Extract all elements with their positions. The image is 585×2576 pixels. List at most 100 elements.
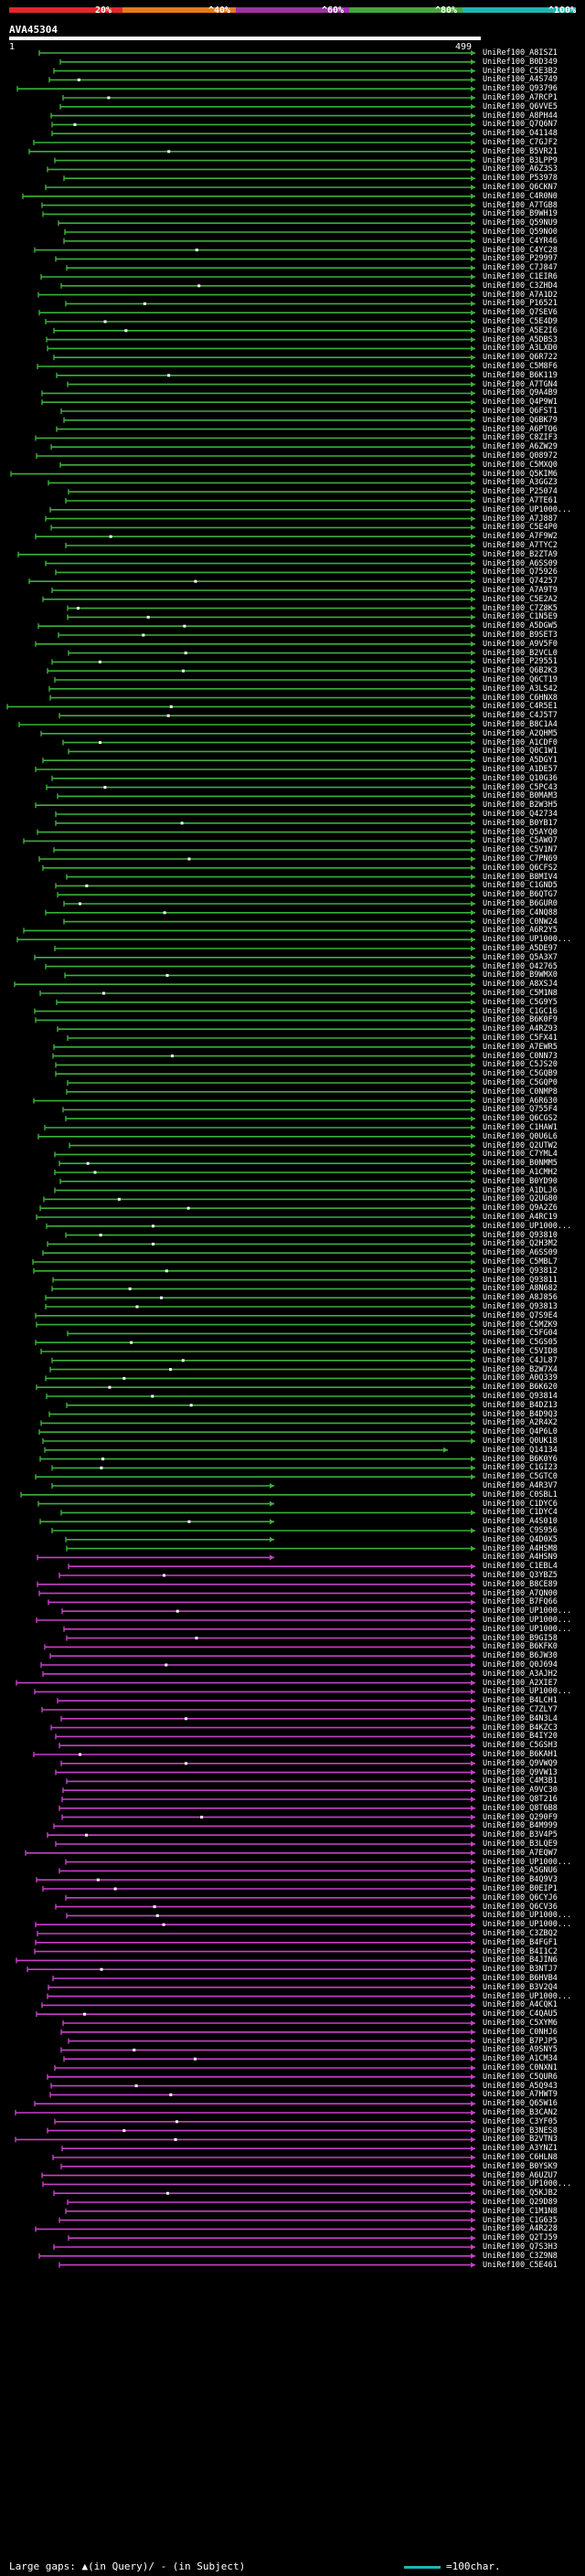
hit-label[interactable]: UniRef100_UP1000... xyxy=(483,1687,572,1697)
hit-label[interactable]: UniRef100_B4M999 xyxy=(483,1821,558,1831)
hit-label[interactable]: UniRef100_Q9VWQ9 xyxy=(483,1758,558,1768)
hit-label[interactable]: UniRef100_A6UZU7 xyxy=(483,2170,558,2180)
hit-label[interactable]: UniRef100_B3V2Q4 xyxy=(483,1982,558,1992)
hit-label[interactable]: UniRef100_A4R228 xyxy=(483,2224,558,2234)
hit-label[interactable]: UniRef100_A6PTO6 xyxy=(483,424,558,434)
hit-label[interactable]: UniRef100_A3LS42 xyxy=(483,684,558,694)
hit-label[interactable]: UniRef100_B9WMX0 xyxy=(483,970,558,981)
hit-label[interactable]: UniRef100_Q93810 xyxy=(483,1230,558,1240)
hit-label[interactable]: UniRef100_UP1000... xyxy=(483,1991,572,2001)
hit-label[interactable]: UniRef100_UP1000... xyxy=(483,935,572,945)
hit-label[interactable]: UniRef100_C5MBL7 xyxy=(483,1257,558,1267)
hit-label[interactable]: UniRef100_A7RCP1 xyxy=(483,93,558,102)
hit-label[interactable]: UniRef100_C7Z8K5 xyxy=(483,603,558,613)
hit-label[interactable]: UniRef100_A4RZ93 xyxy=(483,1024,558,1034)
hit-label[interactable]: UniRef100_B2ZTA9 xyxy=(483,549,558,559)
hit-label[interactable]: UniRef100_Q7S9E4 xyxy=(483,1310,558,1320)
hit-label[interactable]: UniRef100_B0EIP1 xyxy=(483,1884,558,1893)
hit-label[interactable]: UniRef100_Q9A2Z6 xyxy=(483,1203,558,1214)
hit-label[interactable]: UniRef100_B6KAH1 xyxy=(483,1750,558,1759)
hit-label[interactable]: UniRef100_A4HSN9 xyxy=(483,1553,558,1563)
hit-label[interactable]: UniRef100_A0Q339 xyxy=(483,1373,558,1383)
hit-label[interactable]: UniRef100_P29997 xyxy=(483,254,558,264)
hit-label[interactable]: UniRef100_B6KFK0 xyxy=(483,1642,558,1652)
hit-label[interactable]: UniRef100_B3NES8 xyxy=(483,2125,558,2136)
hit-label[interactable]: UniRef100_B7FQ66 xyxy=(483,1597,558,1607)
hit-label[interactable]: UniRef100_A7HWT9 xyxy=(483,2090,558,2100)
hit-label[interactable]: UniRef100_C1EBL4 xyxy=(483,1562,558,1572)
hit-label[interactable]: UniRef100_A7J887 xyxy=(483,514,558,524)
hit-label[interactable]: UniRef100_C4JL87 xyxy=(483,1355,558,1365)
hit-label[interactable]: UniRef100_Q0J694 xyxy=(483,1660,558,1670)
hit-label[interactable]: UniRef100_Q290F9 xyxy=(483,1812,558,1822)
hit-label[interactable]: UniRef100_B0YSK9 xyxy=(483,2161,558,2171)
hit-label[interactable]: UniRef100_A9VC30 xyxy=(483,1786,558,1796)
hit-label[interactable]: UniRef100_Q0U6L6 xyxy=(483,1131,558,1141)
hit-label[interactable]: UniRef100_C1N5E9 xyxy=(483,612,558,622)
hit-label[interactable]: UniRef100_UP1000... xyxy=(483,1857,572,1867)
hit-label[interactable]: UniRef100_C5G9Y5 xyxy=(483,997,558,1007)
hit-label[interactable]: UniRef100_B3V4P5 xyxy=(483,1830,558,1840)
hit-label[interactable]: UniRef100_A3YNZ1 xyxy=(483,2144,558,2154)
hit-label[interactable]: UniRef100_A7A1D2 xyxy=(483,290,558,300)
hit-label[interactable]: UniRef100_A7A9T9 xyxy=(483,586,558,595)
hit-label[interactable]: UniRef100_A2R4X2 xyxy=(483,1418,558,1428)
hit-label[interactable]: UniRef100_Q0C1W1 xyxy=(483,747,558,757)
hit-label[interactable]: UniRef100_Q2TJ59 xyxy=(483,2233,558,2243)
hit-label[interactable]: UniRef100_A8N682 xyxy=(483,1284,558,1294)
hit-label[interactable]: UniRef100_A9SNY5 xyxy=(483,2045,558,2055)
hit-label[interactable]: UniRef100_B8CE89 xyxy=(483,1579,558,1589)
hit-label[interactable]: UniRef100_C5M1N8 xyxy=(483,989,558,998)
hit-label[interactable]: UniRef100_B0NMM5 xyxy=(483,1159,558,1169)
hit-label[interactable]: UniRef100_Q5AYQ0 xyxy=(483,827,558,837)
hit-label[interactable]: UniRef100_B0YD90 xyxy=(483,1176,558,1186)
hit-label[interactable]: UniRef100_Q59NU9 xyxy=(483,218,558,228)
hit-label[interactable]: UniRef100_A7TYC2 xyxy=(483,541,558,550)
hit-label[interactable]: UniRef100_B2VCL0 xyxy=(483,648,558,658)
hit-label[interactable]: UniRef100_C4R0N0 xyxy=(483,191,558,201)
hit-label[interactable]: UniRef100_C5E3B2 xyxy=(483,66,558,76)
hit-label[interactable]: UniRef100_C1GI23 xyxy=(483,1463,558,1473)
hit-label[interactable]: UniRef100_A2QHM5 xyxy=(483,728,558,738)
hit-label[interactable]: UniRef100_C0NN73 xyxy=(483,1051,558,1061)
hit-label[interactable]: UniRef100_A2XIE7 xyxy=(483,1678,558,1688)
hit-label[interactable]: UniRef100_B4FGF1 xyxy=(483,1937,558,1947)
hit-label[interactable]: UniRef100_C1DYC6 xyxy=(483,1499,558,1509)
hit-label[interactable]: UniRef100_B0YB17 xyxy=(483,818,558,828)
hit-label[interactable]: UniRef100_Q93796 xyxy=(483,84,558,94)
hit-label[interactable]: UniRef100_C1DYC4 xyxy=(483,1508,558,1518)
hit-label[interactable]: UniRef100_Q14134 xyxy=(483,1445,558,1455)
hit-label[interactable]: UniRef100_UP1000... xyxy=(483,1920,572,1930)
hit-label[interactable]: UniRef100_B3LPP9 xyxy=(483,155,558,165)
hit-label[interactable]: UniRef100_C5AWO7 xyxy=(483,836,558,846)
hit-label[interactable]: UniRef100_Q6CYJ6 xyxy=(483,1892,558,1903)
hit-label[interactable]: UniRef100_C5M8F6 xyxy=(483,362,558,371)
hit-label[interactable]: UniRef100_A1CM34 xyxy=(483,2054,558,2064)
hit-label[interactable]: UniRef100_B6HVB4 xyxy=(483,1974,558,1983)
hit-label[interactable]: UniRef100_C4R5E1 xyxy=(483,702,558,712)
hit-label[interactable]: UniRef100_C7GJF2 xyxy=(483,138,558,147)
hit-label[interactable]: UniRef100_B0D349 xyxy=(483,57,558,67)
hit-label[interactable]: UniRef100_Q6CV36 xyxy=(483,1902,558,1912)
hit-label[interactable]: UniRef100_A6ZW29 xyxy=(483,442,558,452)
hit-label[interactable]: UniRef100_B8C1A4 xyxy=(483,720,558,729)
hit-label[interactable]: UniRef100_C0NW24 xyxy=(483,917,558,927)
hit-label[interactable]: UniRef100_A5DE97 xyxy=(483,944,558,953)
hit-label[interactable]: UniRef100_C9S956 xyxy=(483,1526,558,1535)
hit-label[interactable]: UniRef100_A8PH44 xyxy=(483,111,558,121)
hit-label[interactable]: UniRef100_A7QN00 xyxy=(483,1588,558,1598)
hit-label[interactable]: UniRef100_A5DGW5 xyxy=(483,621,558,631)
hit-label[interactable]: UniRef100_C5FX41 xyxy=(483,1034,558,1043)
hit-label[interactable]: UniRef100_C7J847 xyxy=(483,263,558,273)
hit-label[interactable]: UniRef100_A7F9W2 xyxy=(483,532,558,542)
hit-label[interactable]: UniRef100_B4I1C2 xyxy=(483,1946,558,1956)
hit-label[interactable]: UniRef100_A8XSJ4 xyxy=(483,980,558,990)
hit-label[interactable]: UniRef100_Q6CKN7 xyxy=(483,183,558,192)
hit-label[interactable]: UniRef100_B6K0Y6 xyxy=(483,1454,558,1464)
hit-label[interactable]: UniRef100_Q75926 xyxy=(483,567,558,578)
hit-label[interactable]: UniRef100_C4YR46 xyxy=(483,236,558,246)
hit-label[interactable]: UniRef100_Q9VW13 xyxy=(483,1767,558,1777)
hit-label[interactable]: UniRef100_Q6FST1 xyxy=(483,407,558,416)
hit-label[interactable]: UniRef100_Q4D0X5 xyxy=(483,1534,558,1544)
hit-label[interactable]: UniRef100_Q10G36 xyxy=(483,773,558,783)
